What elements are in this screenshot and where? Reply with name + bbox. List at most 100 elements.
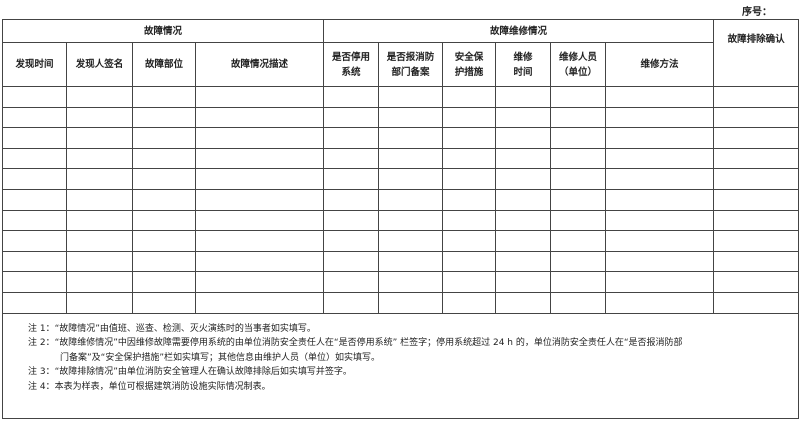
blank-cell[interactable] bbox=[2, 271, 67, 293]
blank-cell[interactable] bbox=[132, 86, 196, 108]
blank-cell[interactable] bbox=[605, 291, 715, 314]
blank-cell[interactable] bbox=[550, 106, 607, 129]
blank-cell[interactable] bbox=[495, 86, 552, 108]
blank-cell[interactable] bbox=[323, 271, 380, 293]
blank-cell[interactable] bbox=[550, 147, 607, 170]
blank-cell[interactable] bbox=[194, 86, 325, 108]
blank-cell[interactable] bbox=[378, 230, 444, 252]
blank-cell[interactable] bbox=[132, 250, 196, 273]
blank-cell[interactable] bbox=[713, 106, 800, 129]
blank-cell[interactable] bbox=[66, 147, 133, 170]
blank-cell[interactable] bbox=[605, 127, 715, 149]
blank-cell[interactable] bbox=[2, 168, 67, 190]
blank-cell[interactable] bbox=[132, 127, 196, 149]
blank-cell[interactable] bbox=[605, 209, 715, 232]
blank-cell[interactable] bbox=[194, 230, 325, 252]
blank-cell[interactable] bbox=[713, 147, 800, 170]
blank-cell[interactable] bbox=[194, 188, 325, 211]
blank-cell[interactable] bbox=[378, 250, 444, 273]
blank-cell[interactable] bbox=[132, 188, 196, 211]
blank-cell[interactable] bbox=[442, 230, 497, 252]
blank-cell[interactable] bbox=[442, 127, 497, 149]
blank-cell[interactable] bbox=[550, 250, 607, 273]
blank-cell[interactable] bbox=[378, 271, 444, 293]
blank-cell[interactable] bbox=[2, 188, 67, 211]
blank-cell[interactable] bbox=[713, 168, 800, 190]
blank-cell[interactable] bbox=[2, 86, 67, 108]
blank-cell[interactable] bbox=[495, 291, 552, 314]
blank-cell[interactable] bbox=[323, 86, 380, 108]
blank-cell[interactable] bbox=[442, 188, 497, 211]
blank-cell[interactable] bbox=[378, 147, 444, 170]
blank-cell[interactable] bbox=[550, 188, 607, 211]
blank-cell[interactable] bbox=[378, 291, 444, 314]
blank-cell[interactable] bbox=[378, 127, 444, 149]
blank-cell[interactable] bbox=[194, 291, 325, 314]
blank-cell[interactable] bbox=[66, 209, 133, 232]
blank-cell[interactable] bbox=[550, 209, 607, 232]
blank-cell[interactable] bbox=[442, 86, 497, 108]
blank-cell[interactable] bbox=[550, 86, 607, 108]
blank-cell[interactable] bbox=[713, 188, 800, 211]
blank-cell[interactable] bbox=[442, 106, 497, 129]
blank-cell[interactable] bbox=[132, 147, 196, 170]
blank-cell[interactable] bbox=[323, 250, 380, 273]
blank-cell[interactable] bbox=[66, 127, 133, 149]
blank-cell[interactable] bbox=[323, 188, 380, 211]
blank-cell[interactable] bbox=[194, 209, 325, 232]
blank-cell[interactable] bbox=[442, 250, 497, 273]
blank-cell[interactable] bbox=[132, 271, 196, 293]
blank-cell[interactable] bbox=[378, 188, 444, 211]
blank-cell[interactable] bbox=[605, 86, 715, 108]
blank-cell[interactable] bbox=[495, 271, 552, 293]
blank-cell[interactable] bbox=[605, 250, 715, 273]
blank-cell[interactable] bbox=[713, 127, 800, 149]
blank-cell[interactable] bbox=[132, 168, 196, 190]
blank-cell[interactable] bbox=[66, 291, 133, 314]
blank-cell[interactable] bbox=[323, 106, 380, 129]
blank-cell[interactable] bbox=[66, 250, 133, 273]
blank-cell[interactable] bbox=[713, 86, 800, 108]
blank-cell[interactable] bbox=[66, 168, 133, 190]
blank-cell[interactable] bbox=[495, 209, 552, 232]
blank-cell[interactable] bbox=[323, 168, 380, 190]
blank-cell[interactable] bbox=[495, 168, 552, 190]
blank-cell[interactable] bbox=[2, 250, 67, 273]
blank-cell[interactable] bbox=[713, 209, 800, 232]
blank-cell[interactable] bbox=[66, 106, 133, 129]
blank-cell[interactable] bbox=[194, 250, 325, 273]
blank-cell[interactable] bbox=[66, 230, 133, 252]
blank-cell[interactable] bbox=[550, 127, 607, 149]
blank-cell[interactable] bbox=[713, 271, 800, 293]
blank-cell[interactable] bbox=[605, 188, 715, 211]
blank-cell[interactable] bbox=[2, 127, 67, 149]
blank-cell[interactable] bbox=[132, 106, 196, 129]
blank-cell[interactable] bbox=[66, 86, 133, 108]
blank-cell[interactable] bbox=[194, 271, 325, 293]
blank-cell[interactable] bbox=[605, 147, 715, 170]
blank-cell[interactable] bbox=[378, 168, 444, 190]
blank-cell[interactable] bbox=[2, 147, 67, 170]
blank-cell[interactable] bbox=[378, 209, 444, 232]
blank-cell[interactable] bbox=[442, 291, 497, 314]
blank-cell[interactable] bbox=[378, 86, 444, 108]
blank-cell[interactable] bbox=[605, 230, 715, 252]
blank-cell[interactable] bbox=[495, 106, 552, 129]
blank-cell[interactable] bbox=[323, 209, 380, 232]
blank-cell[interactable] bbox=[2, 106, 67, 129]
blank-cell[interactable] bbox=[194, 127, 325, 149]
blank-cell[interactable] bbox=[495, 188, 552, 211]
blank-cell[interactable] bbox=[2, 209, 67, 232]
blank-cell[interactable] bbox=[194, 106, 325, 129]
blank-cell[interactable] bbox=[194, 147, 325, 170]
blank-cell[interactable] bbox=[495, 250, 552, 273]
blank-cell[interactable] bbox=[605, 106, 715, 129]
blank-cell[interactable] bbox=[442, 147, 497, 170]
blank-cell[interactable] bbox=[132, 291, 196, 314]
blank-cell[interactable] bbox=[323, 230, 380, 252]
blank-cell[interactable] bbox=[550, 271, 607, 293]
blank-cell[interactable] bbox=[713, 291, 800, 314]
blank-cell[interactable] bbox=[323, 147, 380, 170]
blank-cell[interactable] bbox=[442, 271, 497, 293]
blank-cell[interactable] bbox=[442, 209, 497, 232]
